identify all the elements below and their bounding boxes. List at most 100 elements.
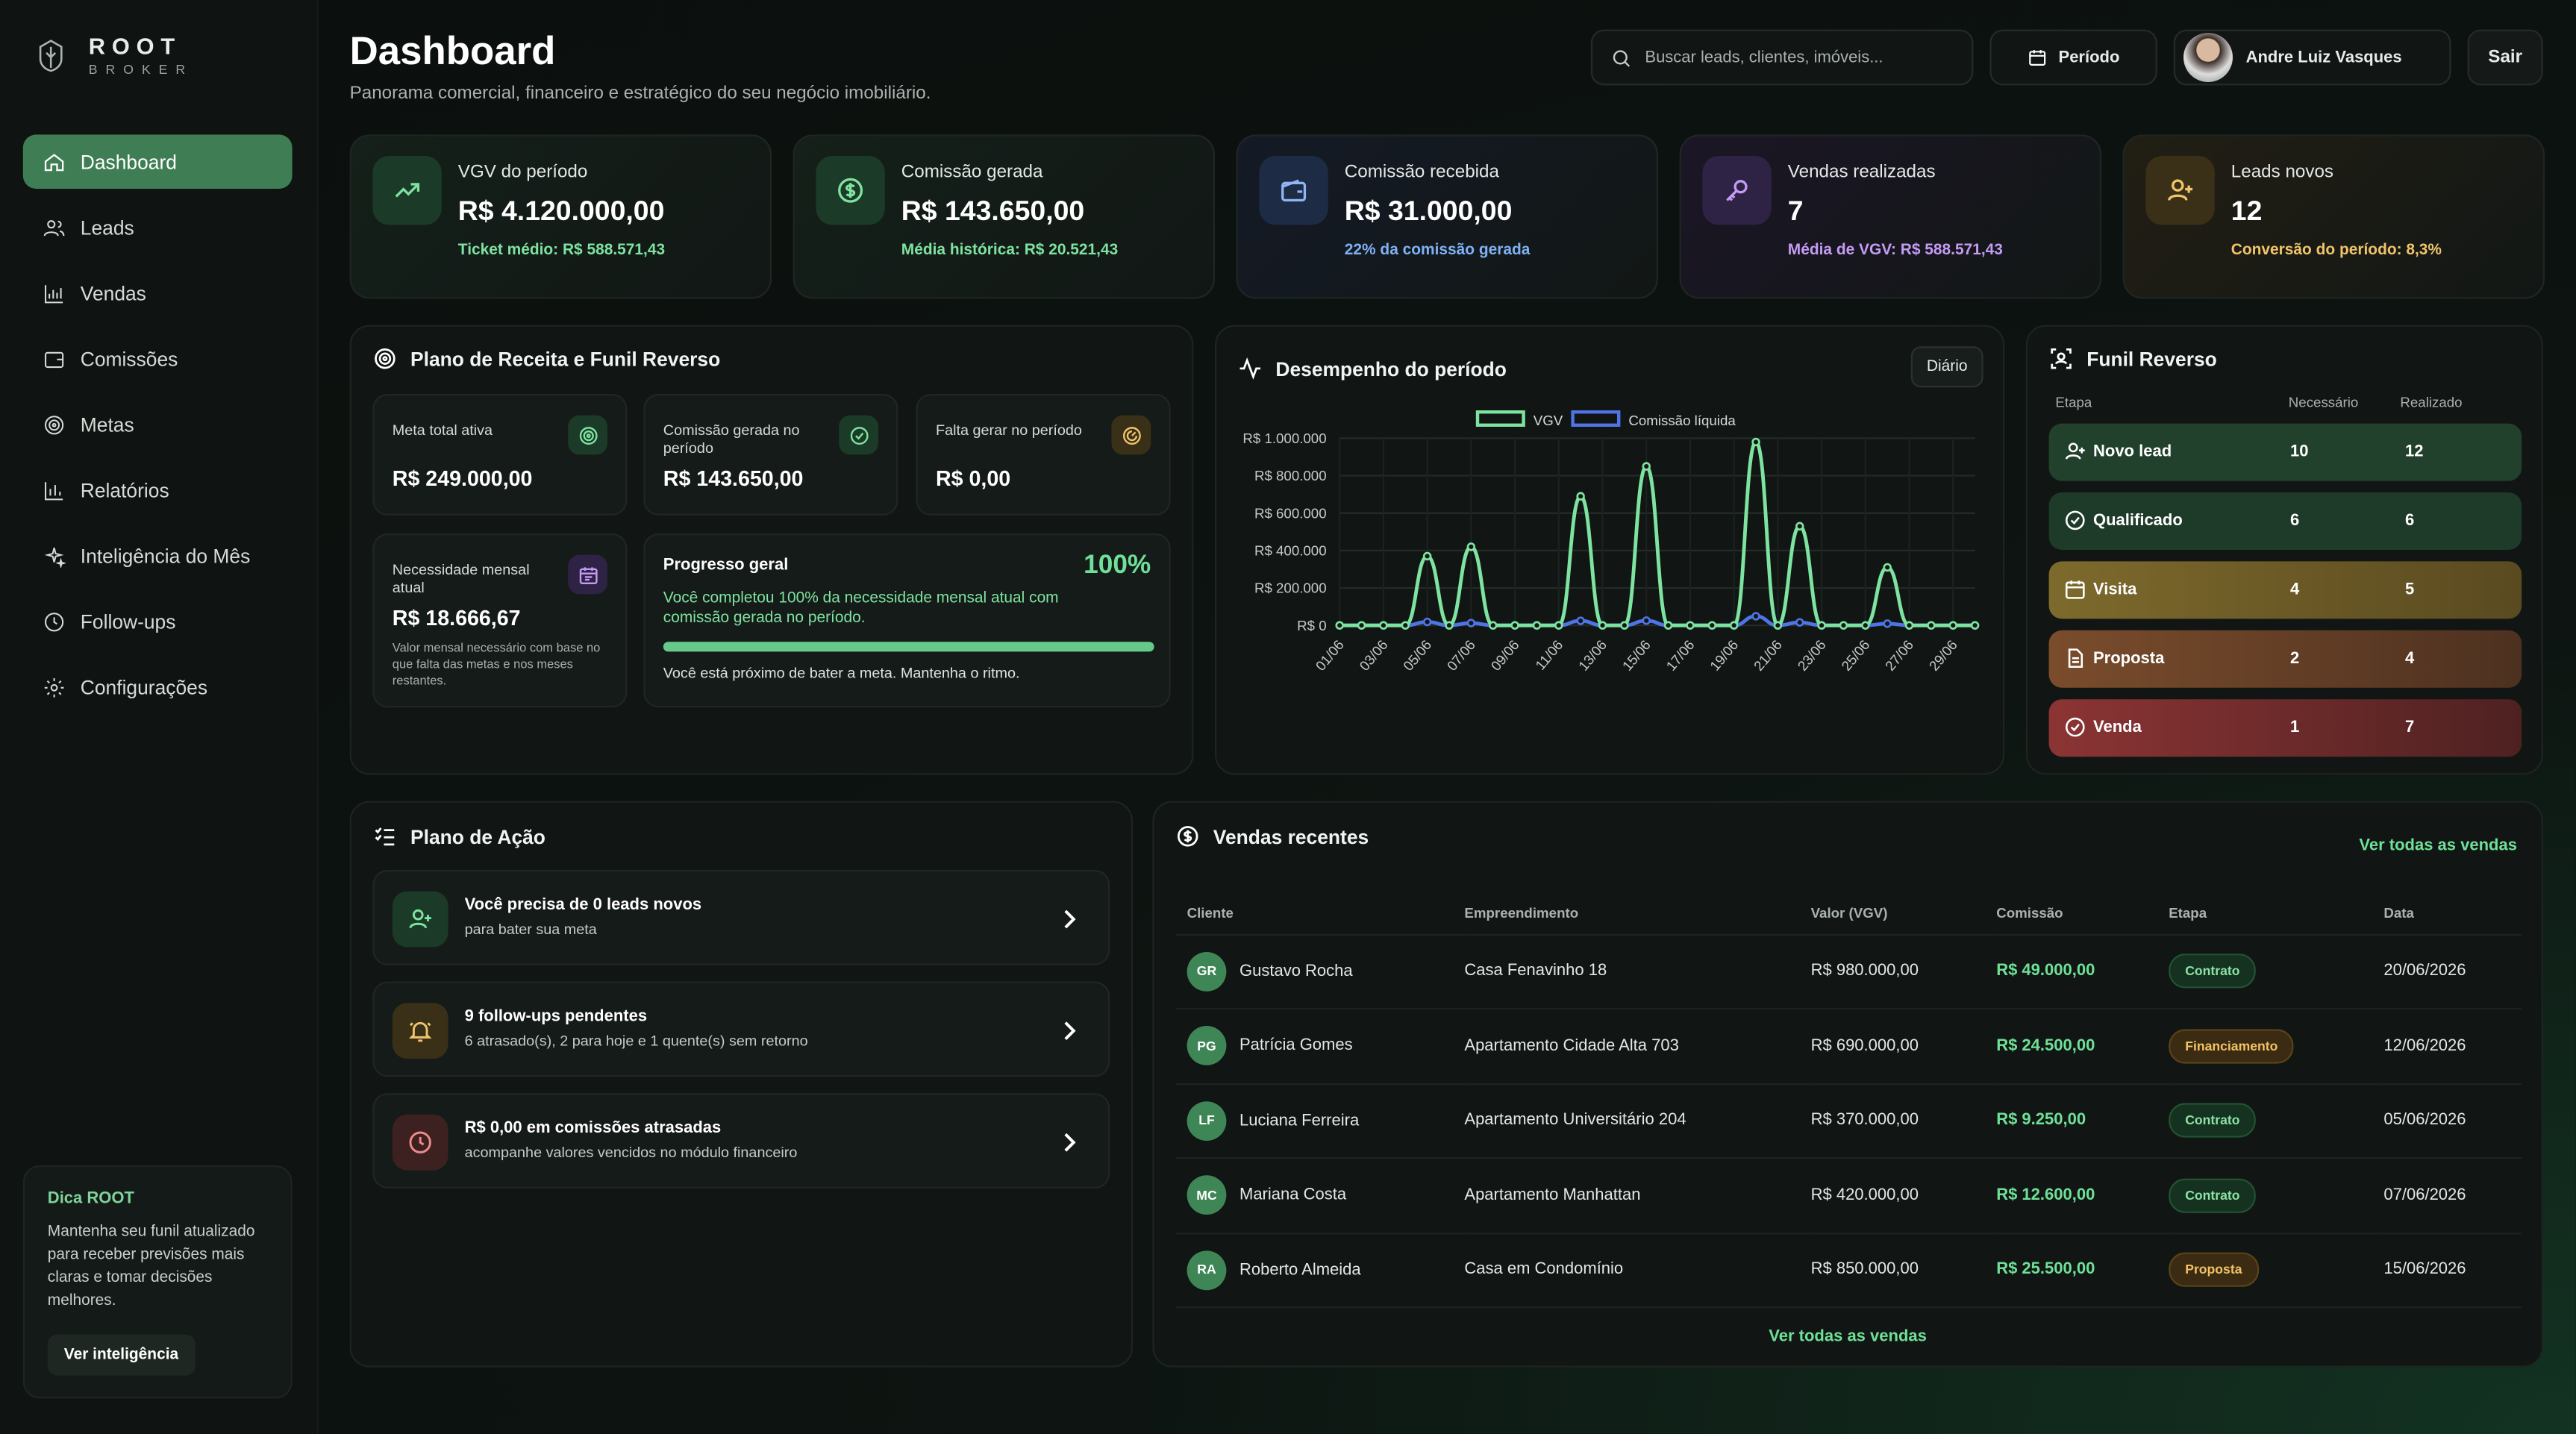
data-point	[1620, 621, 1629, 630]
cell-stage: Contrato	[2169, 1158, 2384, 1234]
progress-title: Progresso geral	[663, 556, 789, 574]
sidebar-item-dashboard[interactable]: Dashboard	[22, 134, 293, 189]
column-header[interactable]: Etapa	[2169, 891, 2384, 935]
view-all-sales-link-top[interactable]: Ver todas as vendas	[2359, 837, 2517, 856]
card-falta-gerar: Falta gerar no período R$ 0,00	[916, 394, 1171, 516]
funnel-row-qualificado[interactable]: Qualificado 6 6	[2048, 492, 2522, 550]
funnel-stage: Novo lead	[2093, 443, 2172, 462]
user-menu[interactable]: Andre Luiz Vasques	[2173, 29, 2451, 86]
bar-chart-icon	[45, 284, 63, 303]
client-name: Roberto Almeida	[1239, 1261, 1361, 1280]
user-plus-icon	[392, 891, 448, 948]
performance-title: Desempenho do período	[1238, 356, 1507, 381]
recent-sales-title: Vendas recentes	[1175, 824, 1369, 848]
x-tick-label: 25/06	[1838, 637, 1872, 674]
sidebar-item-relatorios[interactable]: Relatórios	[23, 463, 293, 517]
client-name: Gustavo Rocha	[1239, 962, 1353, 981]
trend-up-icon	[372, 156, 442, 225]
x-tick-label: 23/06	[1795, 637, 1829, 674]
action-sub: para bater sua meta	[464, 921, 597, 938]
funnel-need: 10	[2290, 443, 2309, 462]
column-header[interactable]: Empreendimento	[1464, 891, 1811, 935]
column-header[interactable]: Valor (VGV)	[1810, 891, 1997, 935]
sidebar-item-configuracoes[interactable]: Configurações	[23, 660, 293, 714]
gear-icon	[44, 677, 64, 697]
funnel-row-novo-lead[interactable]: Novo lead 10 12	[2048, 423, 2522, 481]
client-name: Patrícia Gomes	[1239, 1037, 1353, 1056]
data-point	[1576, 616, 1585, 625]
data-point	[1948, 621, 1957, 630]
legend-label: VGV	[1534, 413, 1563, 428]
kpi-value: R$ 31.000,00	[1344, 195, 1513, 227]
data-point	[1422, 617, 1432, 627]
sidebar-item-follow-ups[interactable]: Follow-ups	[23, 594, 293, 648]
data-point	[1422, 551, 1432, 561]
action-item-leads[interactable]: Você precisa de 0 leads novos para bater…	[372, 870, 1110, 965]
kpi-card-comissao-recebida: Comissão recebida R$ 31.000,00 22% da co…	[1236, 134, 1658, 299]
sidebar-item-vendas[interactable]: Vendas	[23, 266, 293, 320]
page-title: Dashboard	[349, 29, 556, 74]
wallet-icon	[45, 351, 64, 367]
cell-stage: Contrato	[2169, 1083, 2384, 1159]
y-tick-label: R$ 1.000.000	[1242, 430, 1326, 446]
sidebar-item-inteligencia[interactable]: Inteligência do Mês	[23, 528, 293, 583]
funnel-row-visita[interactable]: Visita 4 5	[2048, 561, 2522, 619]
action-plan-title: Plano de Ação	[372, 824, 545, 848]
brand-logo[interactable]: ROOT BROKER	[33, 33, 193, 77]
action-item-comissoes[interactable]: R$ 0,00 em comissões atrasadas acompanhe…	[372, 1093, 1110, 1189]
sidebar-item-comissoes[interactable]: Comissões	[23, 331, 293, 386]
column-header[interactable]: Cliente	[1175, 891, 1465, 935]
sidebar-item-leads[interactable]: Leads	[23, 200, 293, 254]
card-value: R$ 0,00	[936, 466, 1011, 491]
data-point	[1773, 621, 1783, 630]
table-row[interactable]: MC Mariana Costa Apartamento Manhattan R$ 4…	[1175, 1158, 2522, 1234]
view-all-sales-link[interactable]: Ver todas as vendas	[1769, 1327, 1927, 1346]
data-point	[1839, 621, 1848, 630]
x-tick-label: 01/06	[1313, 637, 1347, 674]
chart-mode-select[interactable]: Diário	[1910, 346, 1983, 388]
checklist-icon	[375, 827, 395, 846]
target-icon	[45, 415, 64, 434]
tip-button[interactable]: Ver inteligência	[47, 1334, 196, 1376]
table-row[interactable]: RA Roberto Almeida Casa em Condomínio R$ 85…	[1175, 1233, 2522, 1309]
funnel-row-proposta[interactable]: Proposta 2 4	[2048, 630, 2522, 688]
action-item-follow-ups[interactable]: 9 follow-ups pendentes 6 atrasado(s), 2 …	[372, 981, 1110, 1077]
cell-vgv: R$ 850.000,00	[1810, 1233, 1997, 1309]
card-value: R$ 18.666,67	[392, 605, 521, 630]
cell-commission: R$ 24.500,00	[1996, 1008, 2169, 1085]
user-plus-icon	[2065, 442, 2085, 460]
column-header[interactable]: Comissão	[1996, 891, 2169, 935]
card-label: Necessidade mensal atual	[392, 561, 530, 596]
logout-button[interactable]: Sair	[2467, 29, 2543, 86]
data-point	[1729, 621, 1739, 630]
funnel-stage: Proposta	[2093, 650, 2165, 669]
sidebar-item-label: Metas	[80, 413, 134, 436]
sidebar-item-label: Leads	[80, 216, 134, 239]
table-row[interactable]: PG Patrícia Gomes Apartamento Cidade Alta …	[1175, 1008, 2522, 1085]
data-point	[1642, 616, 1651, 625]
sidebar-item-metas[interactable]: Metas	[23, 397, 293, 451]
funnel-row-venda[interactable]: Venda 1 7	[2048, 699, 2522, 757]
cell-project: Casa Fenavinho 18	[1464, 933, 1811, 1009]
cell-commission: R$ 49.000,00	[1996, 933, 2169, 1009]
kpi-card-comissao-gerada: Comissão gerada R$ 143.650,00 Média hist…	[793, 134, 1215, 299]
data-point	[1357, 621, 1366, 630]
period-label: Período	[2058, 48, 2120, 67]
table-row[interactable]: GR Gustavo Rocha Casa Fenavinho 18 R$ 980.0…	[1175, 933, 2522, 1009]
cell-client: RA Roberto Almeida	[1175, 1233, 1465, 1309]
revenue-plan-title-text: Plano de Receita e Funil Reverso	[410, 347, 721, 371]
data-point	[1707, 621, 1717, 630]
column-header[interactable]: Data	[2383, 891, 2522, 935]
table-row[interactable]: LF Luciana Ferreira Apartamento Universitá…	[1175, 1083, 2522, 1159]
period-button[interactable]: Período	[1989, 29, 2157, 86]
data-point	[1686, 621, 1695, 630]
sidebar-nav: Dashboard Leads Vendas Comissões Metas R…	[22, 134, 293, 725]
user-name: Andre Luiz Vasques	[2245, 48, 2402, 67]
search-input[interactable]: Buscar leads, clientes, imóveis...	[1590, 29, 1974, 86]
data-point	[1466, 542, 1476, 551]
data-point	[1335, 621, 1344, 630]
cell-date: 20/06/2026	[2383, 933, 2522, 1009]
client-avatar: MC	[1187, 1175, 1227, 1215]
x-tick-label: 03/06	[1356, 637, 1390, 674]
view-all-sales-link-bottom: Ver todas as vendas	[1152, 1328, 2542, 1346]
